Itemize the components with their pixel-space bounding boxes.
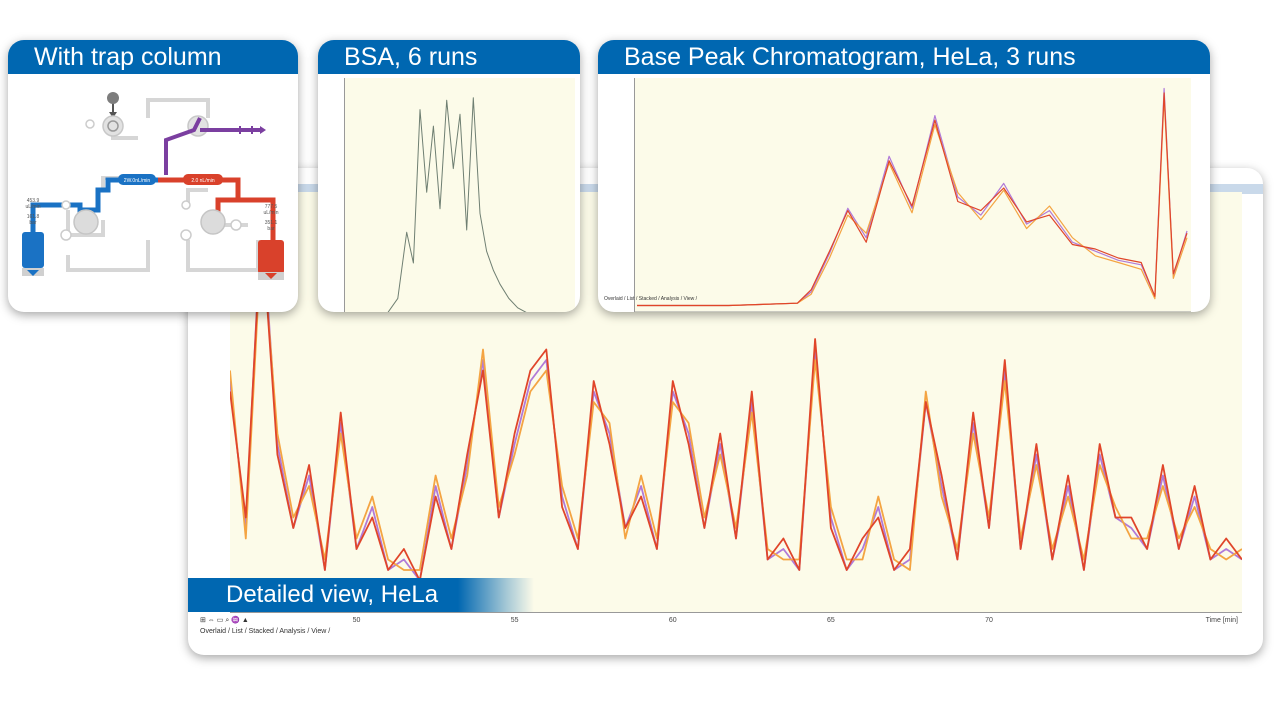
- detail-x-tick-label: 60: [669, 617, 677, 624]
- detail-x-label: Time [min]: [1206, 617, 1238, 624]
- svg-text:bar: bar: [267, 226, 275, 232]
- bpc-card: Base Peak Chromatogram, HeLa, 3 runs 204…: [598, 40, 1210, 312]
- svg-text:uL/min: uL/min: [25, 204, 40, 210]
- left-pump-tank-icon: [22, 232, 44, 276]
- series-line-0: [637, 87, 1188, 307]
- trap-card: With trap column 2W.0: [8, 40, 298, 312]
- detail-axis-strip: 50 55 60 65 70 Time [min]: [230, 612, 1242, 625]
- series-line-1: [230, 233, 1242, 571]
- svg-text:161.8: 161.8: [27, 214, 40, 220]
- svg-text:351.1: 351.1: [265, 220, 278, 226]
- red-flow-badge: 2.0 nL/min: [191, 178, 215, 184]
- detail-x-tick-label: 50: [353, 617, 361, 624]
- detail-title: Detailed view, HeLa: [188, 578, 534, 612]
- bpc-title: Base Peak Chromatogram, HeLa, 3 runs: [598, 40, 1210, 74]
- pressure-gauge-icon: [107, 92, 119, 118]
- right-pump-tank-icon: [258, 240, 284, 280]
- bpc-plot-area: 20406080100Time [min]: [634, 78, 1191, 312]
- trap-column-diagram: 2W.0nL/min 2.0 nL/min 453.9 uL/min 161.8…: [22, 92, 284, 280]
- series-line-0: [387, 97, 527, 312]
- trap-title: With trap column: [8, 40, 298, 74]
- svg-text:bar: bar: [29, 220, 37, 226]
- detail-view-tabs[interactable]: Overlaid / List / Stacked / Analysis / V…: [200, 628, 331, 635]
- detail-x-tick-label: 65: [827, 617, 835, 624]
- detail-x-tick-label: 55: [511, 617, 519, 624]
- bsa-card: BSA, 6 runs: [318, 40, 580, 312]
- svg-text:777.5: 777.5: [265, 204, 278, 210]
- svg-text:453.9: 453.9: [27, 198, 40, 204]
- bsa-chart: [387, 97, 527, 312]
- svg-text:uL/min: uL/min: [263, 210, 278, 216]
- bpc-chart: 20406080100Time [min]: [635, 87, 1191, 312]
- series-line-2: [637, 92, 1188, 307]
- series-line-1: [637, 97, 1188, 307]
- detail-x-tick-label: 70: [985, 617, 993, 624]
- blue-flow-badge: 2W.0nL/min: [124, 178, 151, 184]
- bsa-title: BSA, 6 runs: [318, 40, 580, 74]
- bsa-plot-area: [344, 78, 575, 312]
- detail-chart: 123: [230, 212, 1242, 582]
- detail-toolbar[interactable]: ⊞ ⇔ ▭ ⌕ ♒ ▲: [200, 617, 249, 624]
- bpc-view-tabs[interactable]: Overlaid / List / Stacked / Analysis / V…: [604, 296, 698, 302]
- series-line-2: [230, 222, 1242, 582]
